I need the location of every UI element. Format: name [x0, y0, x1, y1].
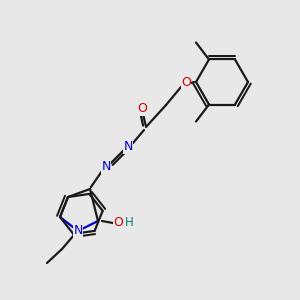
Text: N: N — [73, 224, 83, 238]
Text: H: H — [124, 217, 134, 230]
Text: N: N — [123, 140, 133, 154]
Text: N: N — [101, 160, 111, 173]
Text: O: O — [137, 103, 147, 116]
Text: O: O — [181, 76, 191, 89]
Text: O: O — [113, 217, 123, 230]
